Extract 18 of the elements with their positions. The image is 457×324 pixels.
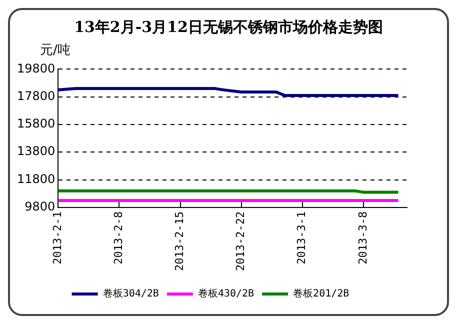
x-tick-label: 2013-2-8 — [112, 211, 126, 264]
x-tick-label: 2013-2-1 — [51, 211, 64, 264]
legend-label: 卷板201/2B — [293, 288, 350, 300]
x-tick-label: 2013-2-22 — [234, 211, 248, 272]
chart-title: 13年2月-3月12日无锡不锈钢市场价格走势图 — [73, 18, 384, 37]
y-axis-title: 元/吨 — [40, 42, 72, 59]
legend-label: 卷板430/2B — [198, 288, 254, 300]
y-tick-label: 15800 — [16, 116, 56, 131]
y-tick-label: 17800 — [16, 88, 56, 103]
y-tick-label: 11800 — [16, 172, 56, 186]
y-tick-label: 19800 — [16, 61, 56, 76]
x-tick-label: 2013-3-1 — [295, 211, 308, 264]
y-tick-label: 9800 — [24, 200, 56, 214]
x-tick-label: 2013-3-8 — [356, 211, 370, 264]
x-tick-label: 2013-2-15 — [173, 211, 186, 272]
legend-label: 卷板304/2B — [102, 288, 159, 300]
y-tick-label: 13800 — [16, 144, 56, 158]
frame: 13年2月-3月12日无锡不锈钢市场价格走势图 元/吨 卷板304/2B 卷板430/2B 卷板201/2B 2013-2-1 2013-2-8 2013-2-15 2013-2-22 2013-3-1 2013-3-8 9800 11800 13800 15800 17800 19800 — [8, 8, 449, 316]
